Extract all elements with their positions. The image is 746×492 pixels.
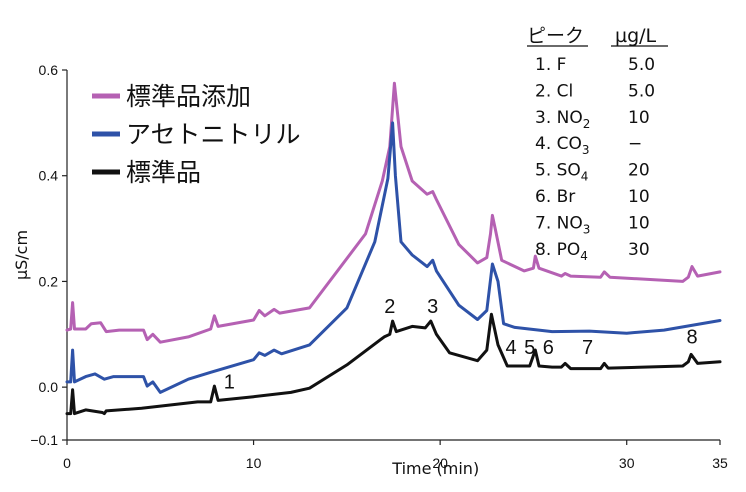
series-line-1 <box>65 81 722 344</box>
table-row-name: 5. SO4 <box>535 161 588 184</box>
table-row-value: 10 <box>628 187 650 207</box>
table-row-name: 1. F <box>535 55 566 75</box>
table-row-name: 4. CO3 <box>535 134 590 157</box>
peak-label: 8 <box>686 326 697 348</box>
y-tick-label: 0.0 <box>39 379 59 395</box>
x-tick-label: 0 <box>63 455 71 471</box>
table-header-unit: µg/L <box>615 25 657 47</box>
x-tick-label: 30 <box>619 455 635 471</box>
peak-label: 3 <box>427 296 438 318</box>
peak-label: 1 <box>224 372 235 394</box>
peak-label: 6 <box>543 337 554 359</box>
y-tick-label: 0.2 <box>39 273 59 289</box>
x-tick-label: 10 <box>246 455 262 471</box>
table-row-value: 5.0 <box>628 81 655 101</box>
table-row-name: 2. Cl <box>535 81 573 101</box>
peak-label: 7 <box>582 337 593 359</box>
legend-label: 標準品添加 <box>126 82 251 111</box>
peak-label: 5 <box>524 337 535 359</box>
table-row-value: 10 <box>628 213 650 233</box>
x-tick-label: 35 <box>712 455 728 471</box>
table-row-name: 6. Br <box>535 187 575 207</box>
table-row-value: 10 <box>628 108 650 128</box>
table-header-peak: ピーク <box>527 25 584 47</box>
series-line-3 <box>65 312 722 416</box>
table-row-name: 8. PO4 <box>535 240 588 263</box>
table-row-name: 3. NO2 <box>535 108 590 131</box>
table-row-value: 20 <box>628 161 650 181</box>
table-row-value: 5.0 <box>628 55 655 75</box>
table-row-name: 7. NO3 <box>535 213 590 236</box>
legend-label: 標準品 <box>126 158 201 187</box>
legend-label: アセトニトリル <box>126 120 301 149</box>
x-axis-title: Time (min) <box>391 459 479 478</box>
y-tick-label: 0.4 <box>39 168 59 184</box>
peak-label: 2 <box>384 296 395 318</box>
y-tick-label: 0.6 <box>39 62 59 78</box>
y-axis-title: μS/cm <box>12 230 31 280</box>
table-row-value: − <box>628 134 642 154</box>
peak-label: 4 <box>505 337 516 359</box>
series-line-2 <box>65 121 722 394</box>
x-tick-label: 20 <box>432 455 448 471</box>
table-row-value: 30 <box>628 240 650 260</box>
y-tick-label: −0.1 <box>30 432 58 448</box>
